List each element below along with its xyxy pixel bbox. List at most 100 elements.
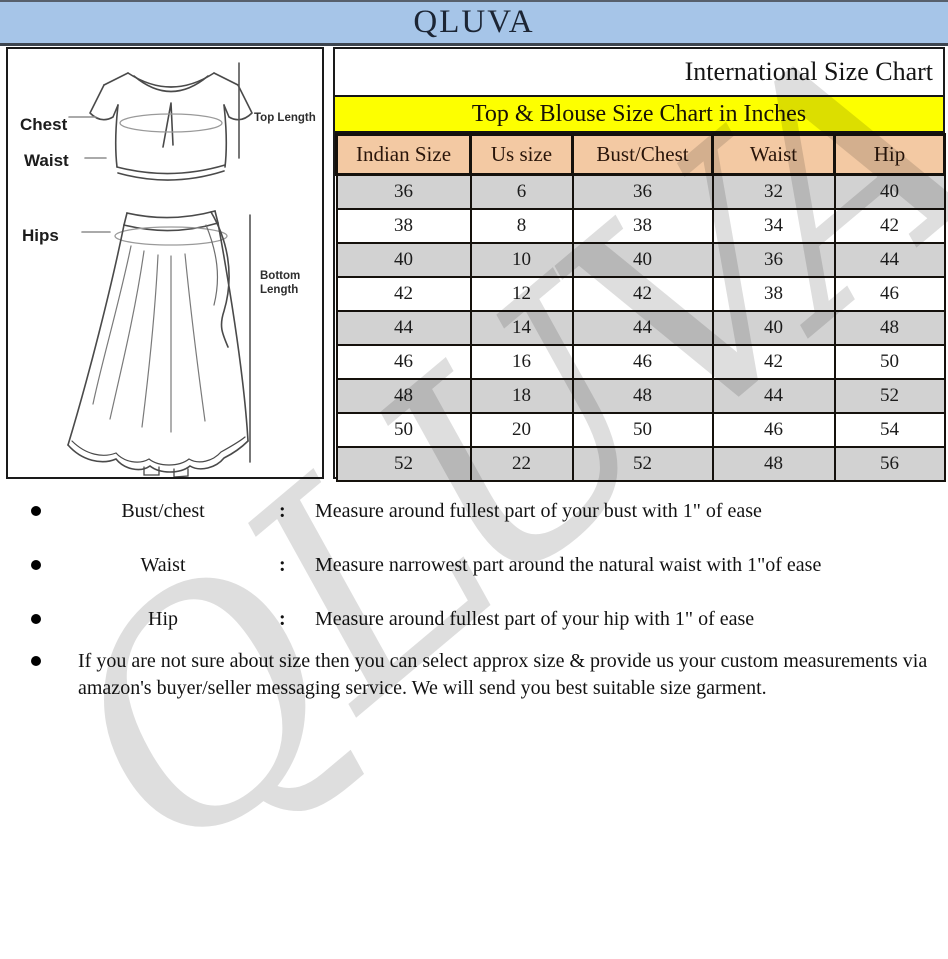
cell-value: 46 bbox=[633, 351, 652, 372]
header-text: Hip bbox=[873, 142, 906, 166]
size-table: Indian Size Us size Bust/Chest Waist Hip… bbox=[335, 133, 946, 482]
note-separator: : bbox=[279, 608, 286, 630]
cell-value: 10 bbox=[512, 249, 531, 270]
header-indian-size: Indian Size bbox=[335, 133, 472, 176]
table-cell: 42 bbox=[335, 276, 472, 312]
table-cell: 12 bbox=[469, 276, 574, 312]
cell-value: 42 bbox=[764, 351, 783, 372]
cell-value: 52 bbox=[880, 385, 899, 406]
header-hip: Hip bbox=[833, 133, 946, 176]
cell-value: 52 bbox=[394, 453, 413, 474]
cell-value: 38 bbox=[764, 283, 783, 304]
cell-value: 48 bbox=[394, 385, 413, 406]
table-cell: 40 bbox=[711, 310, 836, 346]
table-cell: 54 bbox=[833, 412, 946, 448]
cell-value: 42 bbox=[633, 283, 652, 304]
cell-value: 44 bbox=[394, 317, 413, 338]
table-cell: 46 bbox=[571, 344, 714, 380]
header-waist: Waist bbox=[711, 133, 836, 176]
size-chart-page: QLUVA bbox=[0, 0, 948, 922]
measurement-lines bbox=[68, 62, 251, 463]
table-cell: 52 bbox=[571, 446, 714, 482]
bottom-length-word-1: Bottom bbox=[260, 270, 301, 282]
table-cell: 44 bbox=[711, 378, 836, 414]
table-cell: 38 bbox=[335, 208, 472, 244]
note-separator: : bbox=[279, 500, 286, 522]
table-cell: 34 bbox=[711, 208, 836, 244]
table-cell: 32 bbox=[711, 173, 836, 210]
cell-value: 50 bbox=[880, 351, 899, 372]
note-bust-chest: Bust/chest : Measure around fullest part… bbox=[0, 500, 948, 530]
table-row: 46 16 46 42 50 bbox=[335, 344, 946, 380]
table-cell: 14 bbox=[469, 310, 574, 346]
size-chart-banner: Top & Blouse Size Chart in Inches bbox=[335, 95, 943, 133]
note-separator: : bbox=[279, 554, 286, 576]
bottom-length-word-2: Length bbox=[260, 284, 299, 296]
note-label: Waist bbox=[140, 554, 186, 576]
cell-value: 42 bbox=[394, 283, 413, 304]
cell-value: 38 bbox=[394, 215, 413, 236]
bottom-length-label: Bottom Length bbox=[260, 269, 300, 297]
cell-value: 12 bbox=[512, 283, 531, 304]
table-cell: 42 bbox=[833, 208, 946, 244]
table-cell: 36 bbox=[571, 173, 714, 210]
table-row: 44 14 44 40 48 bbox=[335, 310, 946, 346]
table-cell: 50 bbox=[571, 412, 714, 448]
cell-value: 36 bbox=[764, 249, 783, 270]
international-size-chart-title: International Size Chart bbox=[335, 49, 943, 95]
header-text: Bust/Chest bbox=[596, 142, 689, 166]
size-chart-panel: International Size Chart Top & Blouse Si… bbox=[333, 47, 946, 482]
table-cell: 20 bbox=[469, 412, 574, 448]
table-cell: 38 bbox=[711, 276, 836, 312]
measurement-diagram-panel: Chest Waist Hips Top Length Bottom Lengt… bbox=[6, 47, 324, 479]
table-row: 52 22 52 48 56 bbox=[335, 446, 946, 482]
header-bust-chest: Bust/Chest bbox=[571, 133, 714, 176]
table-row: 42 12 42 38 46 bbox=[335, 276, 946, 312]
table-row: 38 8 38 34 42 bbox=[335, 208, 946, 244]
table-cell: 52 bbox=[833, 378, 946, 414]
crop-top-sketch bbox=[89, 72, 253, 181]
cell-value: 40 bbox=[880, 181, 899, 202]
cell-value: 36 bbox=[394, 181, 413, 202]
table-cell: 36 bbox=[711, 242, 836, 278]
table-cell: 52 bbox=[335, 446, 472, 482]
cell-value: 40 bbox=[633, 249, 652, 270]
table-cell: 42 bbox=[571, 276, 714, 312]
header-us-size: Us size bbox=[469, 133, 574, 176]
top-length-label: Top Length bbox=[254, 112, 316, 124]
table-row: 40 10 40 36 44 bbox=[335, 242, 946, 278]
table-cell: 46 bbox=[711, 412, 836, 448]
cell-value: 50 bbox=[394, 419, 413, 440]
bullet-icon bbox=[31, 506, 41, 516]
table-cell: 48 bbox=[571, 378, 714, 414]
header-text: Us size bbox=[490, 142, 553, 166]
note-hip: Hip : Measure around fullest part of you… bbox=[0, 608, 948, 638]
brand-header: QLUVA bbox=[0, 0, 948, 46]
hips-label: Hips bbox=[22, 226, 59, 245]
cell-value: 42 bbox=[880, 215, 899, 236]
table-cell: 50 bbox=[335, 412, 472, 448]
cell-value: 48 bbox=[633, 385, 652, 406]
cell-value: 18 bbox=[512, 385, 531, 406]
cell-value: 54 bbox=[880, 419, 899, 440]
cell-value: 40 bbox=[394, 249, 413, 270]
cell-value: 6 bbox=[516, 181, 527, 202]
table-cell: 8 bbox=[469, 208, 574, 244]
cell-value: 44 bbox=[880, 249, 899, 270]
table-cell: 44 bbox=[833, 242, 946, 278]
table-cell: 40 bbox=[571, 242, 714, 278]
cell-value: 16 bbox=[512, 351, 531, 372]
cell-value: 46 bbox=[880, 283, 899, 304]
cell-value: 32 bbox=[764, 181, 783, 202]
note-text: Measure around fullest part of your bust… bbox=[315, 500, 762, 522]
measurement-notes: Bust/chest : Measure around fullest part… bbox=[0, 500, 948, 699]
table-cell: 36 bbox=[335, 173, 472, 210]
table-cell: 10 bbox=[469, 242, 574, 278]
table-cell: 40 bbox=[335, 242, 472, 278]
waist-label: Waist bbox=[24, 151, 69, 170]
bullet-icon bbox=[31, 614, 41, 624]
cell-value: 34 bbox=[764, 215, 783, 236]
cell-value: 44 bbox=[633, 317, 652, 338]
table-cell: 56 bbox=[833, 446, 946, 482]
note-text: Measure around fullest part of your hip … bbox=[315, 608, 755, 630]
